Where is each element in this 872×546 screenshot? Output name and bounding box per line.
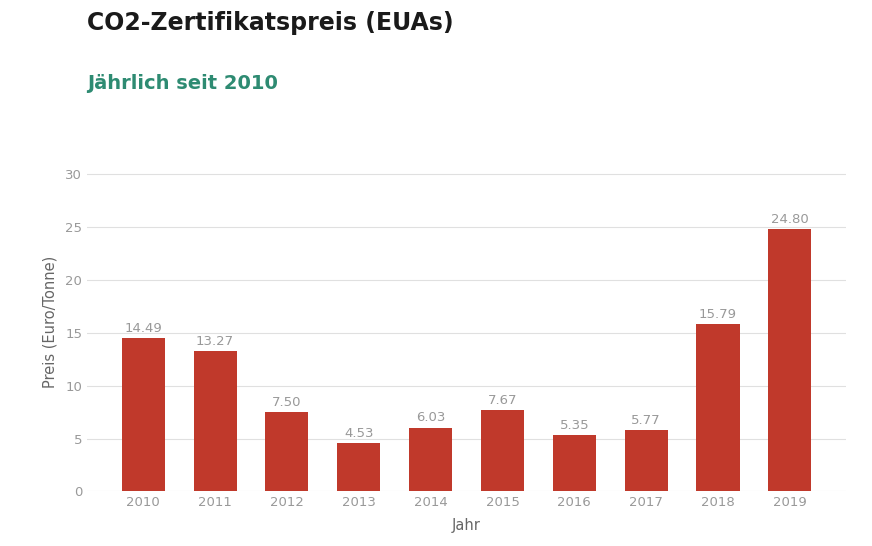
X-axis label: Jahr: Jahr [452, 518, 481, 532]
Y-axis label: Preis (Euro/Tonne): Preis (Euro/Tonne) [42, 256, 57, 388]
Bar [768, 229, 811, 491]
Text: 5.77: 5.77 [631, 414, 661, 427]
Bar [553, 435, 596, 491]
Text: 7.67: 7.67 [487, 394, 517, 407]
Text: 7.50: 7.50 [272, 396, 302, 409]
Bar [409, 428, 453, 491]
Text: 6.03: 6.03 [416, 412, 446, 424]
Text: 4.53: 4.53 [344, 428, 373, 440]
Bar [337, 443, 380, 491]
Text: 13.27: 13.27 [196, 335, 235, 348]
Text: 5.35: 5.35 [560, 419, 589, 432]
Text: 15.79: 15.79 [699, 308, 737, 321]
Bar [624, 430, 668, 491]
Bar [697, 324, 739, 491]
Bar [265, 412, 309, 491]
Bar [122, 338, 165, 491]
Bar [480, 410, 524, 491]
Text: Jährlich seit 2010: Jährlich seit 2010 [87, 74, 278, 93]
Text: CO2-Zertifikatspreis (EUAs): CO2-Zertifikatspreis (EUAs) [87, 11, 453, 35]
Text: 14.49: 14.49 [125, 322, 162, 335]
Bar [194, 351, 236, 491]
Text: 24.80: 24.80 [771, 213, 808, 226]
